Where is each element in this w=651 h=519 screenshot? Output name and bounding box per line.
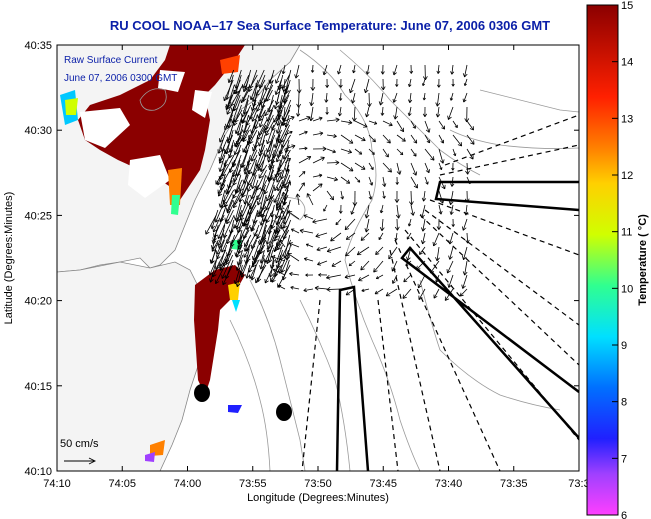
surface-current-vectors (205, 64, 475, 301)
colorbar-tick-label: 7 (621, 453, 627, 465)
scale-arrow (64, 457, 97, 465)
marker-dot (276, 403, 292, 421)
sst-patches (60, 45, 245, 462)
colorbar-tick-label: 14 (621, 57, 633, 69)
colorbar-tick-label: 15 (621, 0, 633, 12)
colorbar-tick-label: 13 (621, 113, 633, 125)
y-tick-label: 40:15 (24, 381, 52, 393)
y-tick-label: 40:10 (24, 466, 52, 478)
x-tick-label: 74:10 (43, 478, 71, 490)
x-axis-ticks: 74:10 74:05 74:00 73:55 73:50 73:45 73:40 73:35… (43, 45, 590, 490)
y-axis-ticks: 40:35 40:30 40:25 40:20 40:15 40:10 (24, 40, 579, 478)
colorbar-tick-label: 12 (621, 170, 633, 182)
x-tick-label: 73:55 (239, 478, 267, 490)
colorbar-tick-label: 10 (621, 283, 633, 295)
y-tick-label: 40:30 (24, 125, 52, 137)
colorbar-tick-label: 6 (621, 510, 627, 519)
inset-date-label: June 07, 2006 0300 GMT (64, 73, 177, 84)
x-tick-label: 73:40 (435, 478, 463, 490)
survey-boxes (335, 180, 579, 471)
inset-current-label: Raw Surface Current (64, 55, 158, 66)
x-tick-label: 74:05 (108, 478, 136, 490)
x-axis-label: Longitude (Degrees:Minutes) (247, 492, 389, 504)
colorbar-tick-label: 8 (621, 397, 627, 409)
map-title: RU COOL NOAA–17 Sea Surface Temperature:… (109, 18, 551, 33)
x-tick-label: 73:35 (500, 478, 528, 490)
y-tick-label: 40:20 (24, 296, 52, 308)
x-tick-label: 73:3 (568, 478, 589, 490)
y-tick-label: 40:25 (24, 210, 52, 222)
x-tick-label: 74:00 (174, 478, 202, 490)
y-tick-label: 40:35 (24, 40, 52, 52)
colorbar (586, 4, 619, 516)
colorbar-label: Temperature ( °C) (637, 214, 649, 306)
y-axis-label: Latitude (Degrees:Minutes) (3, 192, 15, 325)
marker-dot (194, 384, 210, 402)
colorbar-ticks: 15 14 13 12 11 10 9 8 7 6 (612, 0, 633, 519)
scale-label: 50 cm/s (60, 438, 99, 450)
colorbar-tick-label: 11 (621, 227, 632, 239)
x-tick-label: 73:45 (369, 478, 397, 490)
x-tick-label: 73:50 (304, 478, 332, 490)
colorbar-tick-label: 9 (621, 340, 627, 352)
